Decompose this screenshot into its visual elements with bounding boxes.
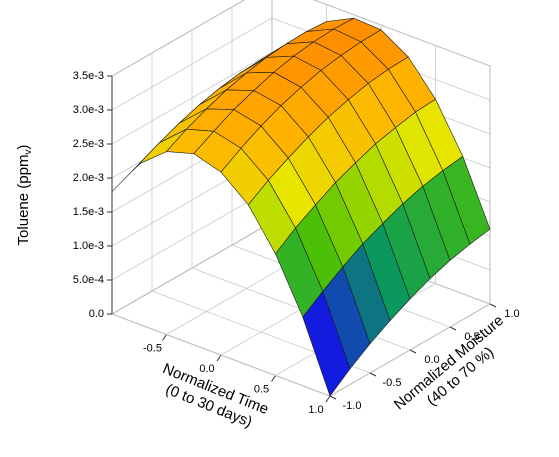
z-tick-label: 2.0e-3	[73, 172, 104, 184]
grid-line	[111, 51, 273, 145]
z-tick-label: 0.0	[89, 308, 104, 320]
y-tick	[449, 326, 457, 331]
grid-line	[111, 313, 331, 397]
z-tick-label: 3.5e-3	[73, 70, 104, 82]
y-tick-label: -0.5	[383, 377, 402, 389]
z-label-sub: v	[23, 150, 34, 155]
y-tick	[409, 349, 417, 354]
grid-line	[111, 0, 245, 77]
x-tick-label: 1.0	[308, 404, 323, 416]
y-tick-label: 0.0	[424, 354, 439, 366]
grid-line	[111, 221, 273, 315]
x-tick-label: 0.5	[254, 383, 269, 395]
y-tick-label: 0.5	[464, 331, 479, 343]
y-tick	[329, 395, 337, 400]
x-tick-label: -0.5	[143, 342, 162, 354]
x-tick	[271, 375, 276, 382]
x-tick	[162, 334, 167, 341]
x-tick-label: 0.0	[199, 363, 214, 375]
z-tick-label: 5.0e-4	[73, 274, 104, 286]
x-tick	[216, 354, 222, 362]
y-tick-label: -1.0	[343, 400, 362, 412]
y-tick	[369, 372, 377, 377]
grid-line	[111, 187, 273, 281]
y-tick-label: 1.0	[504, 308, 519, 320]
z-tick-label: 1.5e-3	[73, 206, 104, 218]
y-tick	[489, 303, 497, 308]
x-tick	[325, 395, 331, 403]
z-axis-label: Toluene (ppmv)	[15, 145, 34, 246]
surface	[111, 17, 491, 397]
grid-line	[111, 17, 273, 111]
z-tick-label: 2.5e-3	[73, 138, 104, 150]
z-tick-label: 1.0e-3	[73, 240, 104, 252]
z-label-part: )	[15, 145, 32, 150]
grid-line	[313, 0, 491, 67]
z-tick-label: 3.0e-3	[73, 104, 104, 116]
z-label-part: Toluene (ppm	[15, 155, 32, 246]
surface-cell	[302, 290, 351, 397]
